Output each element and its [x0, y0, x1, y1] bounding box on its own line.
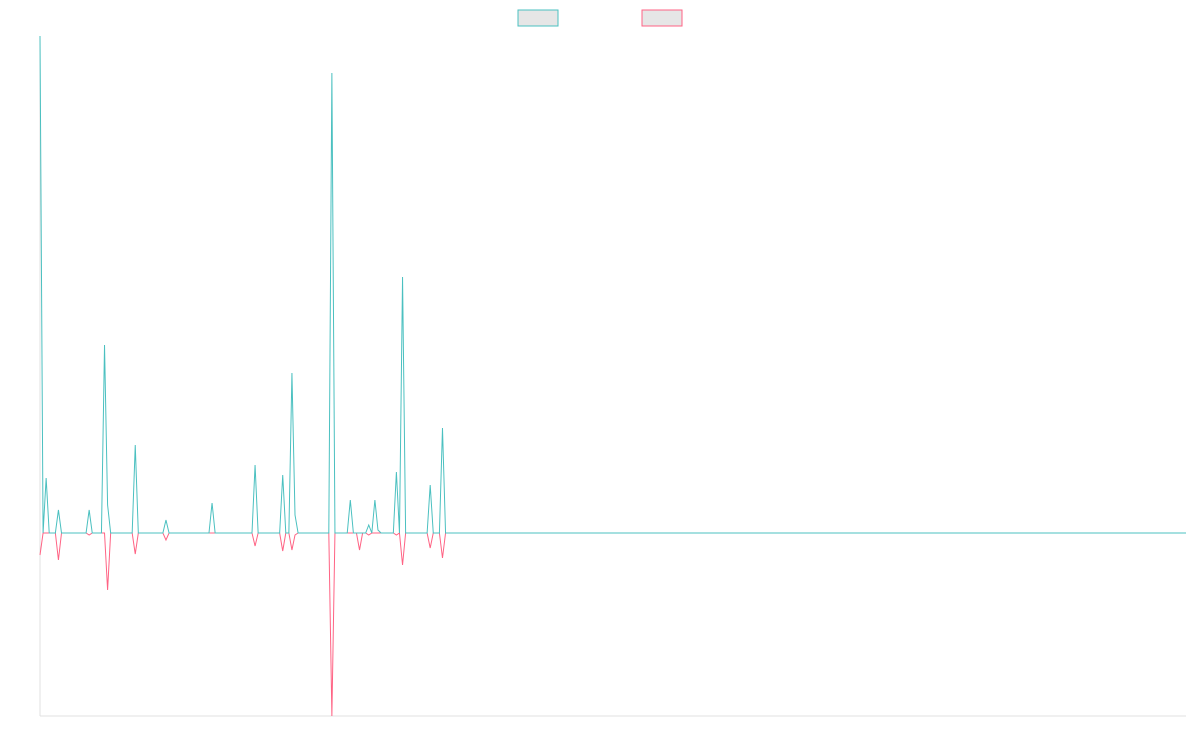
legend-swatch: [641, 9, 683, 27]
line-series: [39, 532, 1186, 717]
line-series: [39, 35, 1186, 534]
legend-swatch: [517, 9, 559, 27]
